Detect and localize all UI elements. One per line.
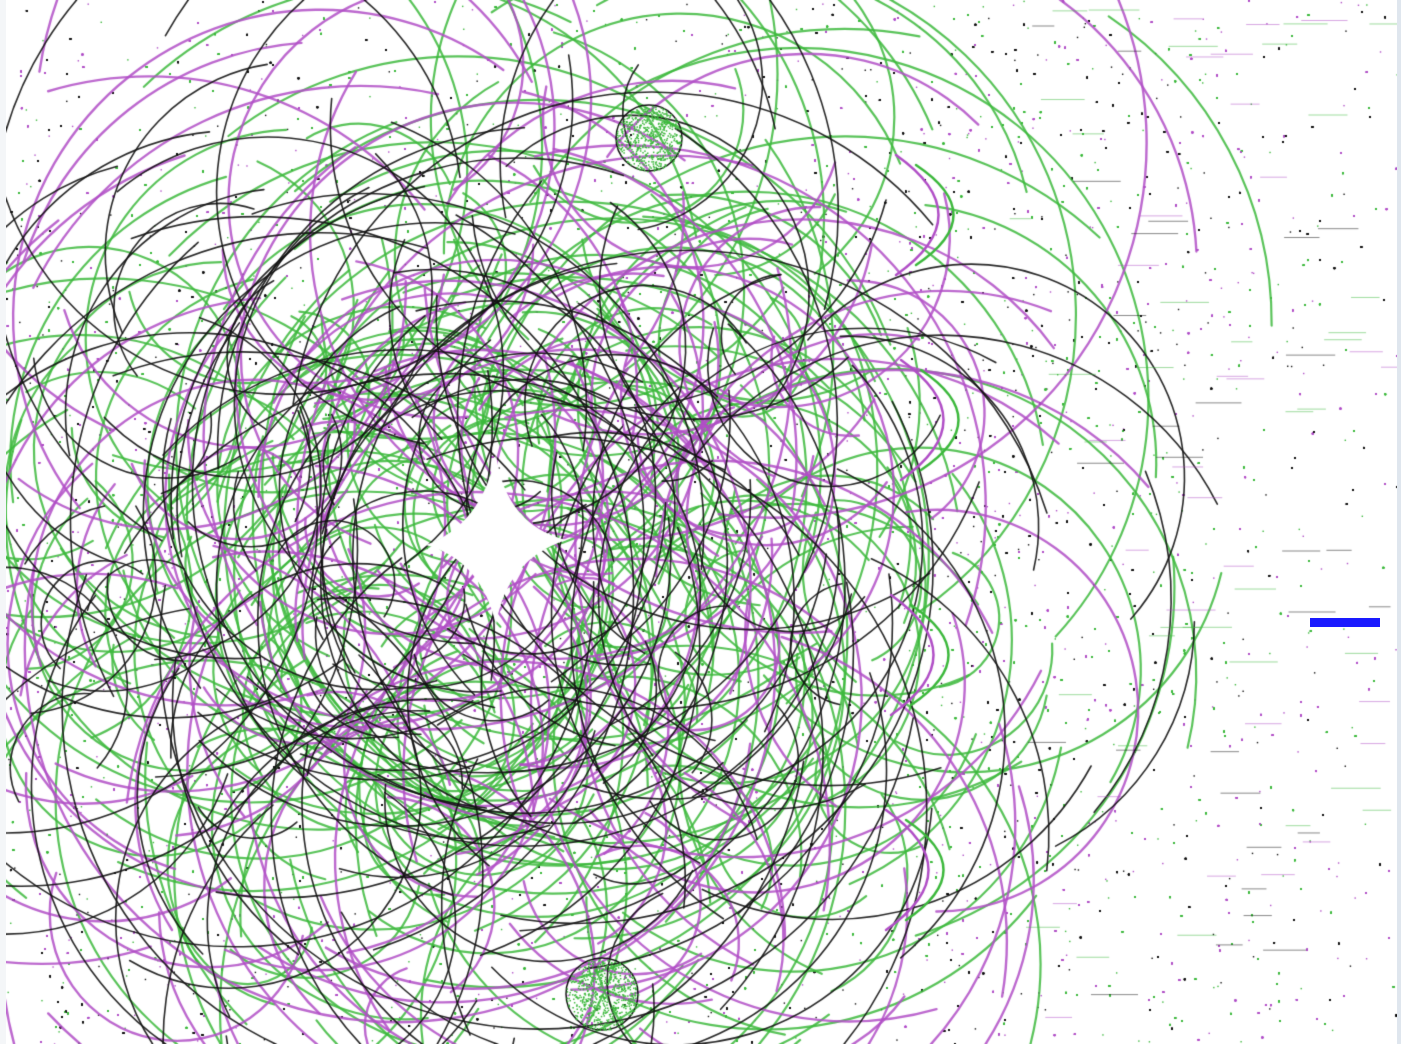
blue-bar-marker <box>1310 618 1380 627</box>
pattern-canvas <box>6 0 1397 1044</box>
window-edge <box>1397 0 1401 1044</box>
